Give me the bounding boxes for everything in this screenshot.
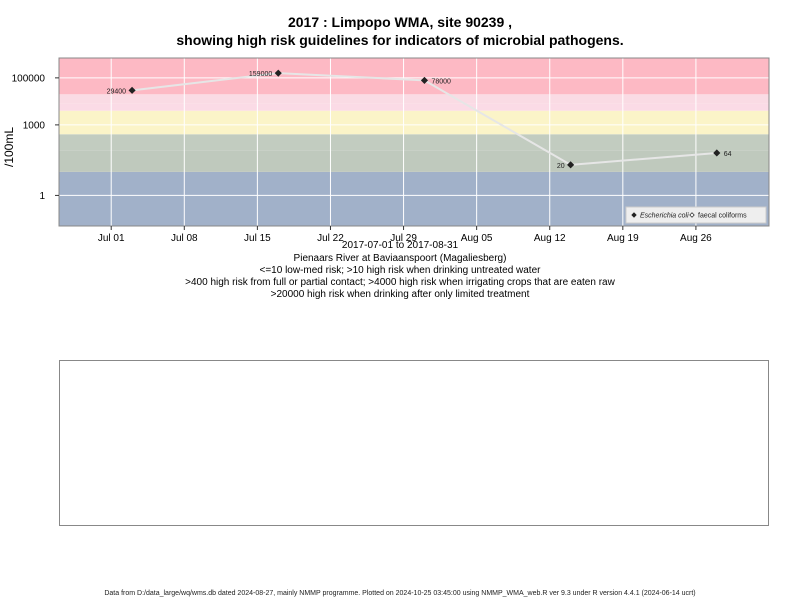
legend-marker-0 [631, 212, 637, 218]
y-tick-label-1: 1000 [23, 120, 46, 131]
data-point-0-3 [567, 161, 575, 169]
risk-band-6 [59, 58, 769, 95]
data-label-0-4: 64 [724, 151, 732, 158]
footer-note: Data from D:/data_large/wq/wms.db dated … [104, 590, 696, 597]
legend-label-1: faecal coliforms [698, 213, 747, 220]
caption-guideline-3: >20000 high risk when drinking after onl… [270, 289, 530, 300]
data-point-0-1 [274, 69, 282, 77]
y-axis-label: /100mL [2, 127, 16, 167]
x-tick-label-2: Jul 15 [244, 233, 271, 244]
x-tick-label-1: Jul 08 [171, 233, 198, 244]
y-tick-label-2: 100000 [12, 73, 46, 84]
caption-date-range: 2017-07-01 to 2017-08-31 [341, 240, 459, 251]
risk-band-3 [59, 110, 769, 135]
data-label-0-2: 78000 [431, 78, 451, 85]
data-label-0-3: 20 [557, 163, 565, 170]
legend-label-0: Escherichia coli [640, 213, 689, 220]
data-label-0-0: 29400 [107, 88, 127, 95]
data-point-0-0 [128, 86, 136, 94]
caption-guideline-2: >400 high risk from full or partial cont… [185, 277, 615, 288]
chart-title-line1: 2017 : Limpopo WMA, site 90239 , [287, 14, 513, 30]
plot-frame [58, 57, 770, 227]
legend-marker-1 [689, 212, 695, 218]
x-tick-label-4: Jul 29 [390, 233, 417, 244]
y-tick-label-0: 1 [39, 191, 45, 202]
empty-plot-panel [59, 360, 769, 526]
data-label-0-1: 159000 [249, 71, 272, 78]
x-tick-label-8: Aug 26 [680, 233, 712, 244]
x-tick-label-6: Aug 12 [534, 233, 566, 244]
data-point-0-4 [713, 149, 721, 157]
x-tick-label-0: Jul 01 [98, 233, 125, 244]
caption-guideline-1: <=10 low-med risk; >10 high risk when dr… [259, 265, 541, 276]
x-tick-label-7: Aug 19 [607, 233, 639, 244]
x-tick-label-5: Aug 05 [461, 233, 493, 244]
risk-band-2 [59, 134, 769, 151]
x-tick-label-3: Jul 22 [317, 233, 344, 244]
risk-band-1 [59, 150, 769, 172]
caption-site: Pienaars River at Baviaanspoort (Magalie… [293, 253, 507, 264]
risk-band-5 [59, 94, 769, 104]
legend-box [625, 206, 767, 224]
chart-title-line2: showing high risk guidelines for indicat… [176, 32, 624, 48]
data-point-0-2 [420, 76, 429, 84]
chart-plot: Jul 01 Jul 08 Jul 15 Jul 22 Jul 29 Aug 05 Aug … [2, 57, 770, 244]
risk-band-4 [59, 103, 769, 111]
